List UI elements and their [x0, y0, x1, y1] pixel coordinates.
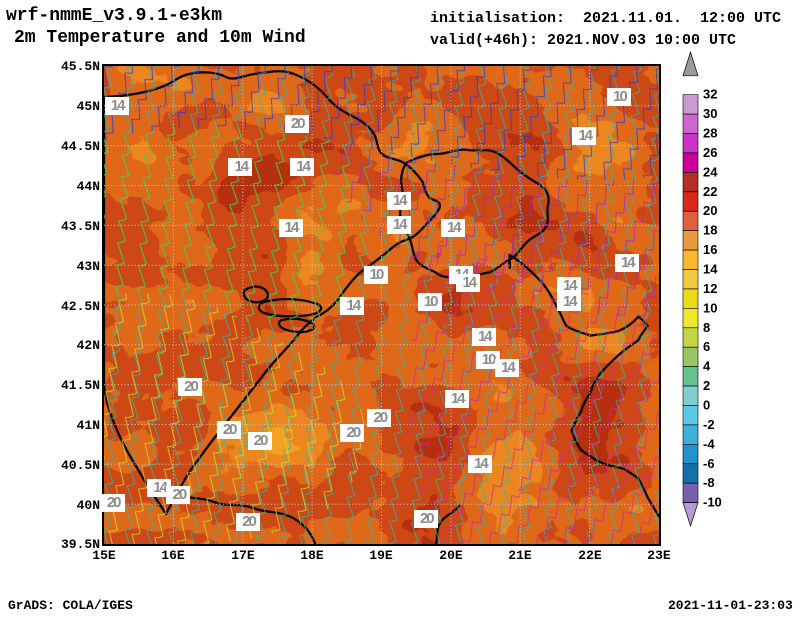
svg-text:20: 20 — [703, 203, 717, 218]
svg-text:8: 8 — [703, 320, 710, 335]
svg-text:32: 32 — [703, 87, 717, 102]
svg-text:16: 16 — [703, 242, 717, 257]
svg-text:22: 22 — [703, 184, 717, 199]
svg-text:-2: -2 — [703, 417, 715, 432]
svg-text:0: 0 — [703, 397, 710, 412]
svg-text:-8: -8 — [703, 475, 715, 490]
svg-text:-4: -4 — [703, 436, 715, 451]
svg-text:10: 10 — [703, 300, 717, 315]
svg-text:6: 6 — [703, 339, 710, 354]
svg-text:30: 30 — [703, 106, 717, 121]
svg-text:2: 2 — [703, 378, 710, 393]
svg-text:14: 14 — [703, 262, 718, 277]
svg-text:-10: -10 — [703, 495, 722, 510]
svg-text:12: 12 — [703, 281, 717, 296]
svg-text:-6: -6 — [703, 456, 715, 471]
svg-text:26: 26 — [703, 145, 717, 160]
svg-text:4: 4 — [703, 359, 711, 374]
svg-text:24: 24 — [703, 164, 718, 179]
svg-text:28: 28 — [703, 126, 717, 141]
svg-text:18: 18 — [703, 223, 717, 238]
